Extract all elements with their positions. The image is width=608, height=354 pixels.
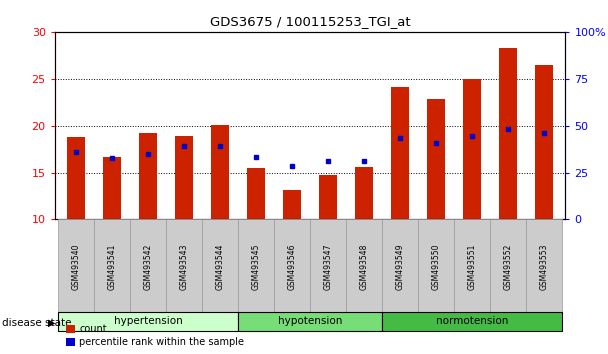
- Text: GSM493542: GSM493542: [143, 243, 153, 290]
- Bar: [283, 190, 301, 219]
- Bar: [274, 219, 310, 313]
- Bar: [238, 219, 274, 313]
- Bar: [382, 219, 418, 313]
- Text: GSM493543: GSM493543: [180, 243, 188, 290]
- Bar: [103, 156, 121, 219]
- Text: GSM493551: GSM493551: [468, 243, 477, 290]
- Bar: [490, 219, 526, 313]
- Title: GDS3675 / 100115253_TGI_at: GDS3675 / 100115253_TGI_at: [210, 15, 410, 28]
- Bar: [535, 65, 553, 219]
- Text: GSM493546: GSM493546: [288, 243, 297, 290]
- Text: GSM493547: GSM493547: [323, 243, 333, 290]
- Text: GSM493553: GSM493553: [539, 243, 548, 290]
- Text: GSM493548: GSM493548: [359, 243, 368, 290]
- Bar: [247, 168, 265, 219]
- Legend: count, percentile rank within the sample: count, percentile rank within the sample: [66, 325, 244, 347]
- Bar: [355, 167, 373, 219]
- Bar: [454, 219, 490, 313]
- Bar: [427, 99, 445, 219]
- Bar: [202, 219, 238, 313]
- Bar: [58, 219, 94, 313]
- Bar: [94, 219, 130, 313]
- Text: GSM493550: GSM493550: [432, 243, 440, 290]
- Text: GSM493544: GSM493544: [216, 243, 225, 290]
- Text: hypotension: hypotension: [278, 316, 342, 326]
- Bar: [382, 312, 562, 331]
- Text: GSM493540: GSM493540: [72, 243, 81, 290]
- Bar: [175, 136, 193, 219]
- Bar: [139, 133, 157, 219]
- Bar: [130, 219, 166, 313]
- Text: GSM493552: GSM493552: [503, 243, 513, 290]
- Bar: [319, 175, 337, 219]
- Bar: [67, 137, 85, 219]
- Text: GSM493549: GSM493549: [395, 243, 404, 290]
- Bar: [166, 219, 202, 313]
- Text: GSM493545: GSM493545: [252, 243, 261, 290]
- Bar: [418, 219, 454, 313]
- Bar: [211, 125, 229, 219]
- Bar: [58, 312, 238, 331]
- Text: GSM493541: GSM493541: [108, 243, 117, 290]
- Text: hypertension: hypertension: [114, 316, 182, 326]
- Bar: [463, 79, 481, 219]
- Bar: [346, 219, 382, 313]
- Text: ▶: ▶: [48, 318, 55, 328]
- Bar: [499, 48, 517, 219]
- Text: normotension: normotension: [436, 316, 508, 326]
- Bar: [391, 87, 409, 219]
- Bar: [238, 312, 382, 331]
- Text: disease state: disease state: [2, 318, 71, 328]
- Bar: [310, 219, 346, 313]
- Bar: [526, 219, 562, 313]
